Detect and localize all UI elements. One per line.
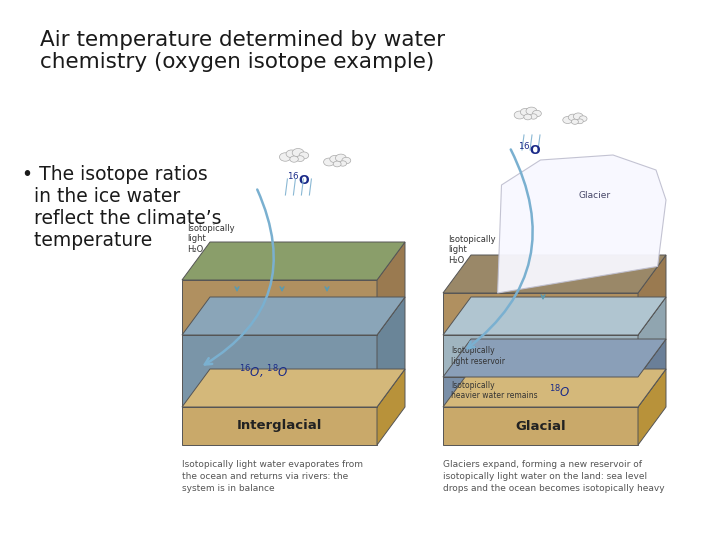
Ellipse shape [524, 114, 531, 120]
Text: $^{16}$O: $^{16}$O [287, 172, 311, 188]
Ellipse shape [330, 156, 340, 163]
Ellipse shape [533, 110, 541, 117]
Text: Interglacial: Interglacial [237, 420, 322, 433]
Text: reflect the climate’s: reflect the climate’s [22, 209, 222, 228]
Polygon shape [443, 293, 638, 335]
Ellipse shape [290, 156, 298, 162]
Polygon shape [498, 155, 666, 293]
Polygon shape [377, 242, 405, 335]
Text: • The isotope ratios: • The isotope ratios [22, 165, 208, 184]
Ellipse shape [336, 154, 346, 162]
Polygon shape [182, 297, 405, 335]
Ellipse shape [573, 113, 583, 120]
Ellipse shape [286, 150, 297, 158]
Text: Isotopically
light
H₂O: Isotopically light H₂O [448, 235, 495, 265]
Text: Isotopically
heavier water remains: Isotopically heavier water remains [451, 381, 538, 400]
Text: Isotopically
light
H₂O: Isotopically light H₂O [187, 224, 235, 254]
Ellipse shape [279, 153, 291, 161]
Text: Air temperature determined by water: Air temperature determined by water [40, 30, 445, 50]
Polygon shape [443, 407, 638, 445]
Text: chemistry (oxygen isotope example): chemistry (oxygen isotope example) [40, 52, 434, 72]
Polygon shape [638, 339, 666, 407]
Polygon shape [182, 335, 377, 407]
Polygon shape [443, 335, 638, 377]
Ellipse shape [339, 161, 346, 166]
Polygon shape [638, 255, 666, 335]
Text: Glacier: Glacier [579, 191, 611, 199]
Text: in the ice water: in the ice water [22, 187, 180, 206]
Polygon shape [377, 297, 405, 407]
Polygon shape [638, 369, 666, 445]
Polygon shape [443, 377, 638, 407]
Text: $^{16}$O, $^{18}$O: $^{16}$O, $^{18}$O [239, 363, 289, 381]
Ellipse shape [296, 156, 304, 161]
Ellipse shape [563, 117, 572, 124]
Text: $^{16}$O: $^{16}$O [518, 141, 541, 158]
Polygon shape [377, 369, 405, 445]
Text: Isotopically
light reservoir: Isotopically light reservoir [451, 346, 505, 366]
Ellipse shape [526, 107, 537, 115]
Polygon shape [638, 297, 666, 377]
Ellipse shape [299, 152, 309, 159]
Text: $^{18}$O: $^{18}$O [549, 384, 571, 400]
Polygon shape [443, 255, 666, 293]
Ellipse shape [323, 158, 335, 166]
Ellipse shape [572, 119, 578, 124]
Polygon shape [443, 297, 666, 335]
Ellipse shape [514, 111, 525, 119]
Polygon shape [443, 369, 666, 407]
Ellipse shape [333, 161, 341, 167]
Polygon shape [182, 280, 377, 335]
Text: Isotopically light water evaporates from
the ocean and returns via rivers: the
s: Isotopically light water evaporates from… [182, 460, 363, 494]
Polygon shape [182, 407, 377, 445]
Ellipse shape [579, 116, 587, 122]
Polygon shape [443, 339, 666, 377]
Text: Glaciers expand, forming a new reservoir of
isotopically light water on the land: Glaciers expand, forming a new reservoir… [443, 460, 665, 494]
Polygon shape [182, 369, 405, 407]
Ellipse shape [530, 114, 537, 119]
Text: temperature: temperature [22, 231, 152, 250]
Ellipse shape [521, 109, 530, 116]
Ellipse shape [577, 119, 583, 124]
Ellipse shape [342, 157, 351, 164]
Polygon shape [182, 242, 405, 280]
Text: Glacial: Glacial [516, 420, 566, 433]
Ellipse shape [292, 148, 304, 157]
Ellipse shape [568, 114, 577, 120]
